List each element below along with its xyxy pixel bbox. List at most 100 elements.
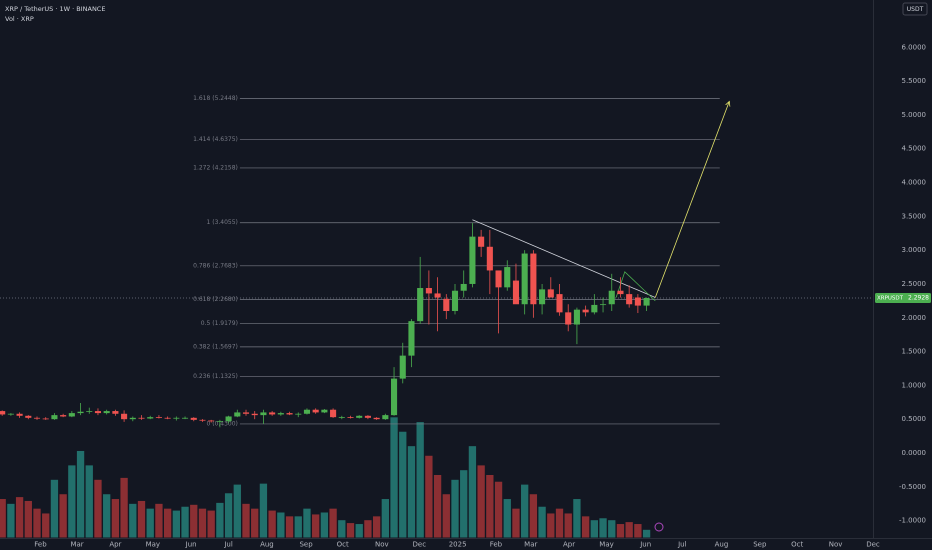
- candle-body: [25, 415, 32, 418]
- candle-body: [460, 283, 467, 291]
- candle-body: [303, 409, 311, 414]
- candle-body: [373, 417, 380, 420]
- volume-bar: [451, 479, 459, 538]
- candle-body: [251, 413, 258, 416]
- candle-body: [443, 298, 450, 312]
- x-tick-label: Jul: [223, 541, 233, 549]
- settings-icon[interactable]: [654, 522, 664, 532]
- volume-bar: [285, 516, 294, 538]
- candle-body: [0, 411, 6, 415]
- y-tick-label: 0.5000: [902, 415, 927, 423]
- y-tick-label: 2.5000: [902, 280, 927, 288]
- candle-body: [173, 417, 180, 419]
- fib-label: 0 (0.4300): [207, 420, 238, 427]
- y-tick-label: 1.5000: [902, 348, 927, 356]
- volume-bar: [529, 494, 538, 538]
- x-tick-label: Feb: [34, 541, 47, 549]
- volume-bar: [207, 510, 215, 538]
- fib-label: 0.382 (1.5697): [193, 343, 238, 350]
- volume-bar: [146, 508, 154, 538]
- volume-bar: [521, 484, 529, 538]
- volume-bar: [442, 494, 450, 538]
- volume-bar: [68, 465, 76, 538]
- volume-bar: [390, 417, 398, 538]
- candle-body: [129, 417, 136, 420]
- volume-bar: [547, 513, 555, 538]
- fib-label: 1.618 (5.2448): [193, 95, 238, 102]
- volume-bar: [355, 524, 363, 538]
- volume-bar: [338, 520, 346, 538]
- candle-body: [242, 412, 250, 414]
- currency-label[interactable]: USDT: [907, 6, 924, 13]
- x-tick-label: Dec: [413, 541, 427, 549]
- candle-body: [565, 312, 572, 325]
- candle-body: [295, 413, 302, 415]
- candle-body: [321, 409, 328, 413]
- y-tick-label: 4.0000: [902, 179, 927, 187]
- candle-body: [556, 294, 563, 313]
- currency-box[interactable]: [902, 2, 928, 16]
- x-tick-label: Jun: [185, 541, 197, 549]
- candle-body: [51, 415, 58, 420]
- volume-bar: [259, 483, 268, 538]
- volume-bar: [590, 520, 598, 538]
- volume-bar: [407, 446, 416, 538]
- candle-body: [617, 290, 624, 295]
- volume-bar: [608, 520, 616, 538]
- volume-bar: [33, 508, 41, 538]
- candle-body: [33, 417, 41, 419]
- y-tick-label: 2.0000: [902, 314, 927, 322]
- volume-bar: [137, 500, 146, 538]
- volume-bar: [50, 479, 59, 538]
- volume-bar: [120, 477, 128, 538]
- volume-bar: [416, 422, 424, 538]
- trend-line: [472, 219, 656, 298]
- volume-bar: [312, 514, 320, 538]
- volume-bar: [42, 513, 50, 538]
- candle-body: [425, 288, 432, 294]
- volume-bar: [573, 499, 581, 538]
- x-tick-label: Sep: [299, 541, 313, 549]
- volume-bar: [103, 494, 111, 538]
- volume-bar: [277, 512, 285, 538]
- candle-body: [417, 288, 424, 322]
- candle-body: [77, 411, 84, 414]
- x-tick-label: Apr: [109, 541, 121, 549]
- candle-body: [269, 412, 276, 415]
- candle-body: [469, 236, 476, 284]
- volume-bar: [181, 506, 189, 538]
- x-tick-label: Aug: [715, 541, 729, 549]
- candle-body: [103, 411, 110, 414]
- volume-bar: [364, 520, 372, 538]
- candle-body: [42, 418, 49, 420]
- volume-bar: [616, 524, 625, 538]
- candle-body: [208, 420, 215, 422]
- candle-body: [86, 411, 93, 412]
- x-tick-label: Nov: [829, 541, 843, 549]
- y-tick-label: 5.0000: [902, 111, 927, 119]
- candle-body: [16, 413, 23, 416]
- x-tick-label: Nov: [375, 541, 389, 549]
- candle-body: [234, 412, 241, 417]
- volume-title: Vol · XRP: [5, 15, 34, 23]
- x-tick-label: Oct: [791, 541, 803, 549]
- volume-bar: [0, 499, 6, 538]
- fib-label: 1.272 (4.2158): [193, 164, 238, 171]
- volume-bar: [468, 446, 477, 538]
- candle-body: [599, 304, 607, 306]
- volume-bar: [503, 499, 511, 538]
- candle-body: [478, 236, 485, 247]
- candles: [0, 223, 650, 428]
- candle-body: [338, 417, 345, 418]
- x-tick-label: 2025: [449, 541, 467, 549]
- candle-body: [582, 309, 589, 313]
- x-tick-label: Mar: [524, 541, 537, 549]
- volume-bar: [15, 497, 24, 538]
- volume-bar: [251, 508, 259, 538]
- candle-body: [277, 413, 284, 415]
- candle-body: [182, 417, 189, 419]
- fib-label: 0.236 (1.1325): [193, 373, 238, 380]
- x-tick-label: May: [599, 541, 613, 549]
